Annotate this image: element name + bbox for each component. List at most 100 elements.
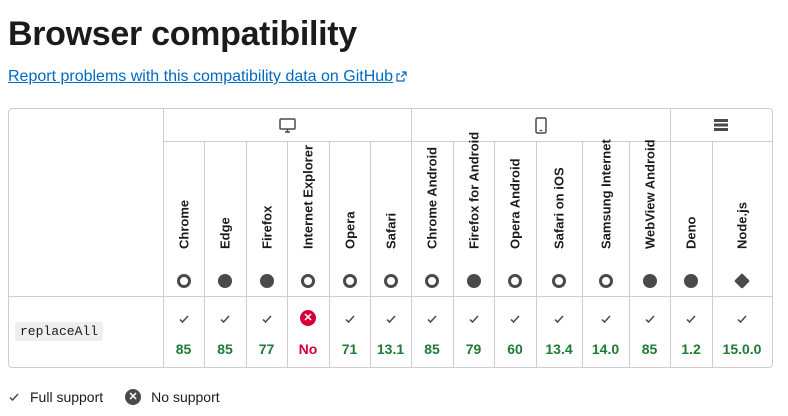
- page-title: Browser compatibility: [8, 15, 357, 53]
- version-label: 85: [424, 341, 440, 357]
- row-divider: [9, 296, 772, 297]
- check-icon: [510, 315, 520, 324]
- column-divider: [494, 142, 495, 368]
- support-cell-edge[interactable]: 85: [204, 296, 246, 368]
- legend: Full support ✕ No support: [8, 386, 242, 408]
- browser-name: Safari: [383, 212, 398, 249]
- column-divider: [453, 142, 454, 368]
- version-label: 79: [465, 341, 482, 357]
- mobile-group-header: [411, 109, 670, 142]
- feature-row-header: replaceAll: [9, 296, 163, 368]
- column-divider: [712, 142, 713, 368]
- column-divider: [204, 142, 205, 368]
- version-label: No: [298, 341, 318, 357]
- column-divider: [536, 142, 537, 368]
- support-cell-opera[interactable]: 71: [329, 296, 370, 368]
- internet-explorer-icon: [301, 274, 315, 288]
- browser-header-safari-on-ios: Safari on iOS: [536, 142, 582, 296]
- version-label: 15.0.0: [722, 341, 762, 357]
- check-icon: [737, 315, 747, 324]
- version-label: 14.0: [591, 341, 620, 357]
- version-label: 85: [175, 341, 192, 357]
- mobile-icon: [534, 116, 547, 134]
- browser-name: Edge: [217, 217, 233, 249]
- browser-name: Chrome Android: [424, 146, 440, 249]
- desktop-icon: [278, 117, 296, 133]
- browser-header-firefox: Firefox: [246, 142, 287, 296]
- browser-header-node-js: Node.js: [712, 142, 772, 296]
- browser-header-chrome: Chrome: [163, 142, 204, 296]
- support-cell-webview-android[interactable]: 85: [629, 296, 670, 368]
- nodejs-icon: [734, 273, 750, 289]
- support-cell-chrome-android[interactable]: 85: [411, 296, 453, 368]
- version-label: 60: [507, 341, 523, 357]
- check-icon: [385, 315, 396, 324]
- column-divider: [163, 109, 164, 368]
- legend-no-support-label: No support: [151, 389, 220, 405]
- check-icon: [644, 315, 655, 324]
- browser-header-firefox-for-android: Firefox for Android: [453, 132, 494, 296]
- support-cell-chrome[interactable]: 85: [163, 296, 204, 368]
- support-cell-safari-on-ios[interactable]: 13.4: [536, 296, 582, 368]
- browser-header-opera-android: Opera Android: [494, 142, 536, 296]
- opera-icon: [508, 274, 522, 288]
- chrome-icon: [176, 274, 191, 288]
- no-support-icon: ✕: [300, 310, 316, 326]
- check-icon: [344, 315, 355, 324]
- support-cell-firefox-for-android[interactable]: 79: [453, 296, 494, 368]
- chrome-icon: [425, 274, 439, 288]
- server-group-header: [670, 109, 772, 142]
- browser-name: WebView Android: [642, 139, 657, 249]
- version-label: 13.4: [545, 341, 573, 357]
- check-icon: [261, 315, 272, 324]
- safari-icon: [383, 274, 398, 288]
- check-icon: [686, 315, 696, 324]
- column-divider: [582, 142, 583, 368]
- browser-header-internet-explorer: Internet Explorer: [287, 142, 329, 296]
- column-divider: [670, 109, 671, 368]
- check-icon: [554, 315, 564, 324]
- column-divider: [287, 142, 288, 368]
- safari-icon: [552, 274, 566, 288]
- samsung-internet-icon: [598, 274, 613, 288]
- feature-name: replaceAll: [15, 322, 104, 341]
- check-icon: [600, 315, 611, 324]
- check-icon: [220, 315, 230, 324]
- opera-icon: [342, 274, 357, 288]
- support-cell-samsung-internet[interactable]: 14.0: [582, 296, 629, 368]
- report-problems-link-text: Report problems with this compatibility …: [8, 68, 394, 85]
- version-label: 13.1: [376, 341, 405, 357]
- server-icon: [714, 119, 728, 131]
- browser-name: Chrome: [176, 199, 191, 249]
- version-label: 77: [258, 341, 275, 357]
- browser-header-samsung-internet: Samsung Internet: [582, 139, 629, 296]
- version-label: 1.2: [681, 341, 701, 357]
- check-icon: [427, 315, 437, 324]
- browser-name: Deno: [683, 216, 699, 250]
- firefox-icon: [259, 274, 274, 288]
- support-cell-safari[interactable]: 13.1: [370, 296, 411, 368]
- browser-name: Firefox: [259, 205, 274, 249]
- column-divider: [411, 109, 412, 368]
- support-cell-deno[interactable]: 1.2: [670, 296, 712, 368]
- column-divider: [329, 142, 330, 368]
- deno-icon: [684, 274, 698, 288]
- version-label: 85: [217, 341, 233, 357]
- support-cell-firefox[interactable]: 77: [246, 296, 287, 368]
- support-cell-opera-android[interactable]: 60: [494, 296, 536, 368]
- legend-no-support: ✕ No support: [125, 389, 220, 405]
- browser-name: Node.js: [734, 202, 750, 249]
- browser-header-chrome-android: Chrome Android: [411, 142, 453, 296]
- browser-name: Internet Explorer: [300, 144, 316, 249]
- edge-icon: [218, 274, 232, 288]
- desktop-group-header: [163, 109, 411, 142]
- browser-name: Samsung Internet: [598, 139, 613, 249]
- report-problems-link[interactable]: Report problems with this compatibility …: [8, 68, 407, 86]
- version-label: 85: [641, 341, 658, 357]
- column-divider: [246, 142, 247, 368]
- check-icon: [468, 315, 479, 324]
- support-cell-internet-explorer[interactable]: ✕ No: [287, 296, 329, 368]
- external-link-icon: [396, 71, 407, 82]
- cross-icon: ✕: [125, 389, 142, 405]
- support-cell-node-js[interactable]: 15.0.0: [712, 296, 772, 368]
